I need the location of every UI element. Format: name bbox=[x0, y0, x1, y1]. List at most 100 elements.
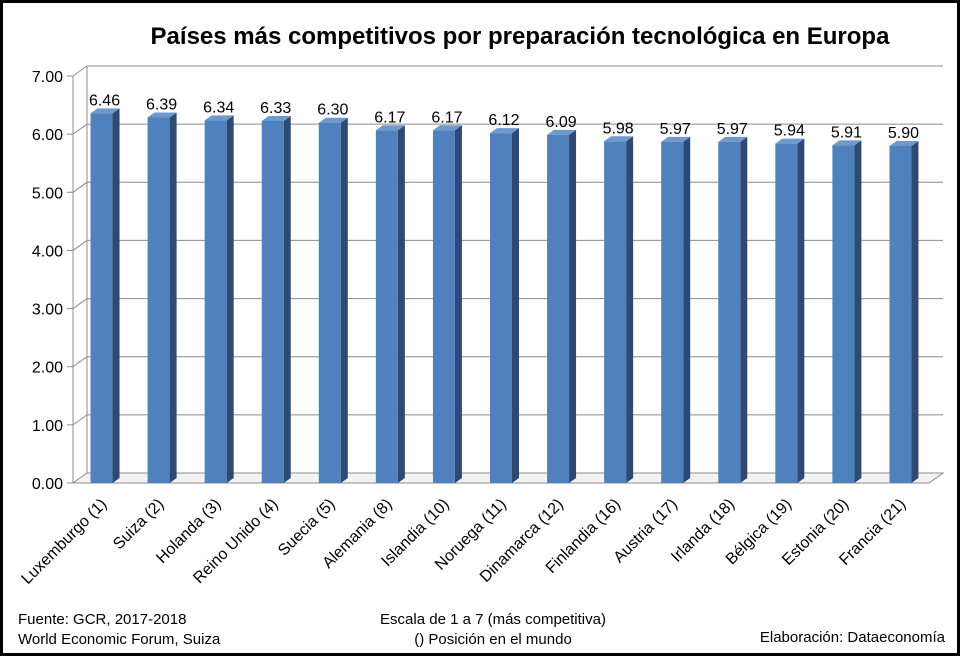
bar-side bbox=[454, 125, 462, 483]
bar-front bbox=[832, 145, 855, 483]
y-tick-label: 5.00 bbox=[32, 185, 63, 202]
y-tick-label: 4.00 bbox=[32, 243, 63, 260]
bar bbox=[147, 112, 177, 484]
bar-side bbox=[340, 117, 348, 483]
x-tick-label: Suiza (2) bbox=[110, 496, 167, 553]
bar-top bbox=[490, 128, 519, 134]
bar bbox=[432, 125, 462, 483]
bar-front bbox=[604, 141, 627, 483]
bar bbox=[261, 115, 291, 483]
data-label: 5.94 bbox=[774, 123, 805, 140]
bar-side bbox=[169, 112, 177, 484]
bar-side bbox=[569, 129, 577, 483]
data-label: 5.98 bbox=[603, 120, 634, 137]
data-label: 6.46 bbox=[89, 92, 120, 109]
x-tick-label: Luxemburgo (1) bbox=[18, 496, 110, 588]
bar-top bbox=[661, 136, 691, 142]
data-label: 6.12 bbox=[488, 112, 519, 129]
bar-top bbox=[889, 140, 919, 146]
gridline-diag bbox=[72, 356, 88, 368]
bars bbox=[90, 108, 919, 484]
gridline-diag bbox=[72, 240, 88, 251]
bar-top bbox=[261, 115, 291, 121]
data-label: 6.30 bbox=[317, 102, 348, 119]
gridline-diag bbox=[72, 123, 88, 135]
gridline-diag bbox=[72, 181, 88, 193]
bar bbox=[604, 136, 634, 483]
bar-chart: Países más competitivos por preparación … bbox=[18, 23, 945, 588]
source-line-1: Fuente: GCR, 2017-2018 bbox=[18, 611, 187, 628]
bar-front bbox=[889, 145, 912, 483]
bar bbox=[318, 117, 348, 483]
bar-top bbox=[90, 108, 120, 114]
scale-line-2: () Posición en el mundo bbox=[414, 631, 572, 648]
bar bbox=[547, 129, 577, 483]
scale-note: Escala de 1 a 7 (más competitiva) () Pos… bbox=[343, 610, 643, 650]
data-label: 6.09 bbox=[545, 114, 576, 131]
y-tick-label: 1.00 bbox=[32, 418, 63, 435]
bar bbox=[490, 128, 519, 483]
bar-side bbox=[740, 136, 748, 483]
bar bbox=[832, 140, 862, 483]
bar-side bbox=[112, 108, 120, 483]
bar-front bbox=[147, 117, 170, 484]
bar-side bbox=[683, 136, 691, 483]
bar bbox=[775, 138, 805, 484]
bar-front bbox=[661, 141, 684, 483]
data-label: 5.90 bbox=[888, 125, 919, 142]
y-tick-label: 0.00 bbox=[32, 476, 63, 493]
y-tick-label: 7.00 bbox=[32, 69, 63, 86]
data-labels: 6.46 6.39 6.34 6.33 6.30 6.17 6.17 6.12 6.09 5.98… bbox=[89, 92, 919, 142]
gridline-diag bbox=[72, 298, 88, 309]
chart-title: Países más competitivos por preparación … bbox=[151, 23, 891, 50]
bar bbox=[718, 136, 748, 483]
bar-side bbox=[854, 140, 862, 483]
bar-front bbox=[90, 113, 113, 483]
bar-front bbox=[261, 120, 284, 483]
source-note: Fuente: GCR, 2017-2018 World Economic Fo… bbox=[18, 610, 220, 650]
data-label: 5.91 bbox=[831, 124, 862, 141]
data-label: 6.33 bbox=[260, 100, 291, 117]
data-label: 5.97 bbox=[717, 121, 748, 138]
y-tick-label: 2.00 bbox=[32, 360, 63, 377]
bar-top bbox=[375, 125, 405, 131]
credit-note: Elaboración: Dataeconomía bbox=[759, 629, 945, 646]
bar-front bbox=[547, 134, 570, 483]
bar-top bbox=[832, 140, 862, 146]
data-label: 6.34 bbox=[203, 99, 234, 116]
data-label: 6.17 bbox=[431, 109, 462, 126]
bar-top bbox=[147, 112, 177, 118]
y-tick-label: 3.00 bbox=[32, 302, 63, 319]
bar-front bbox=[718, 141, 741, 483]
scale-line-1: Escala de 1 a 7 (más competitiva) bbox=[380, 611, 606, 628]
data-label: 6.39 bbox=[146, 96, 177, 113]
bar-side bbox=[911, 140, 919, 483]
source-line-2: World Economic Forum, Suiza bbox=[18, 631, 221, 648]
gridline-diag bbox=[72, 414, 88, 426]
bar-side bbox=[626, 136, 634, 483]
bar bbox=[204, 115, 234, 484]
bar-side bbox=[226, 115, 234, 484]
bar bbox=[375, 125, 405, 483]
bar-front bbox=[490, 133, 512, 483]
bar-front bbox=[204, 120, 227, 484]
bar-top bbox=[718, 136, 748, 142]
bar-top bbox=[432, 125, 462, 131]
bar-front bbox=[775, 143, 798, 484]
bar bbox=[90, 108, 120, 483]
gridline-diag bbox=[72, 65, 88, 77]
bar-side bbox=[397, 125, 405, 483]
bar-top bbox=[775, 138, 805, 144]
data-label: 6.17 bbox=[374, 109, 405, 126]
bar-front bbox=[318, 122, 341, 483]
bar bbox=[661, 136, 691, 483]
bar bbox=[889, 140, 919, 483]
bar-front bbox=[375, 130, 398, 483]
bar-top bbox=[547, 129, 577, 135]
bar-side bbox=[797, 138, 805, 484]
bar-top bbox=[318, 117, 348, 123]
y-tick-label: 6.00 bbox=[32, 127, 63, 144]
bar-top bbox=[604, 136, 634, 142]
bar-top bbox=[204, 115, 234, 121]
